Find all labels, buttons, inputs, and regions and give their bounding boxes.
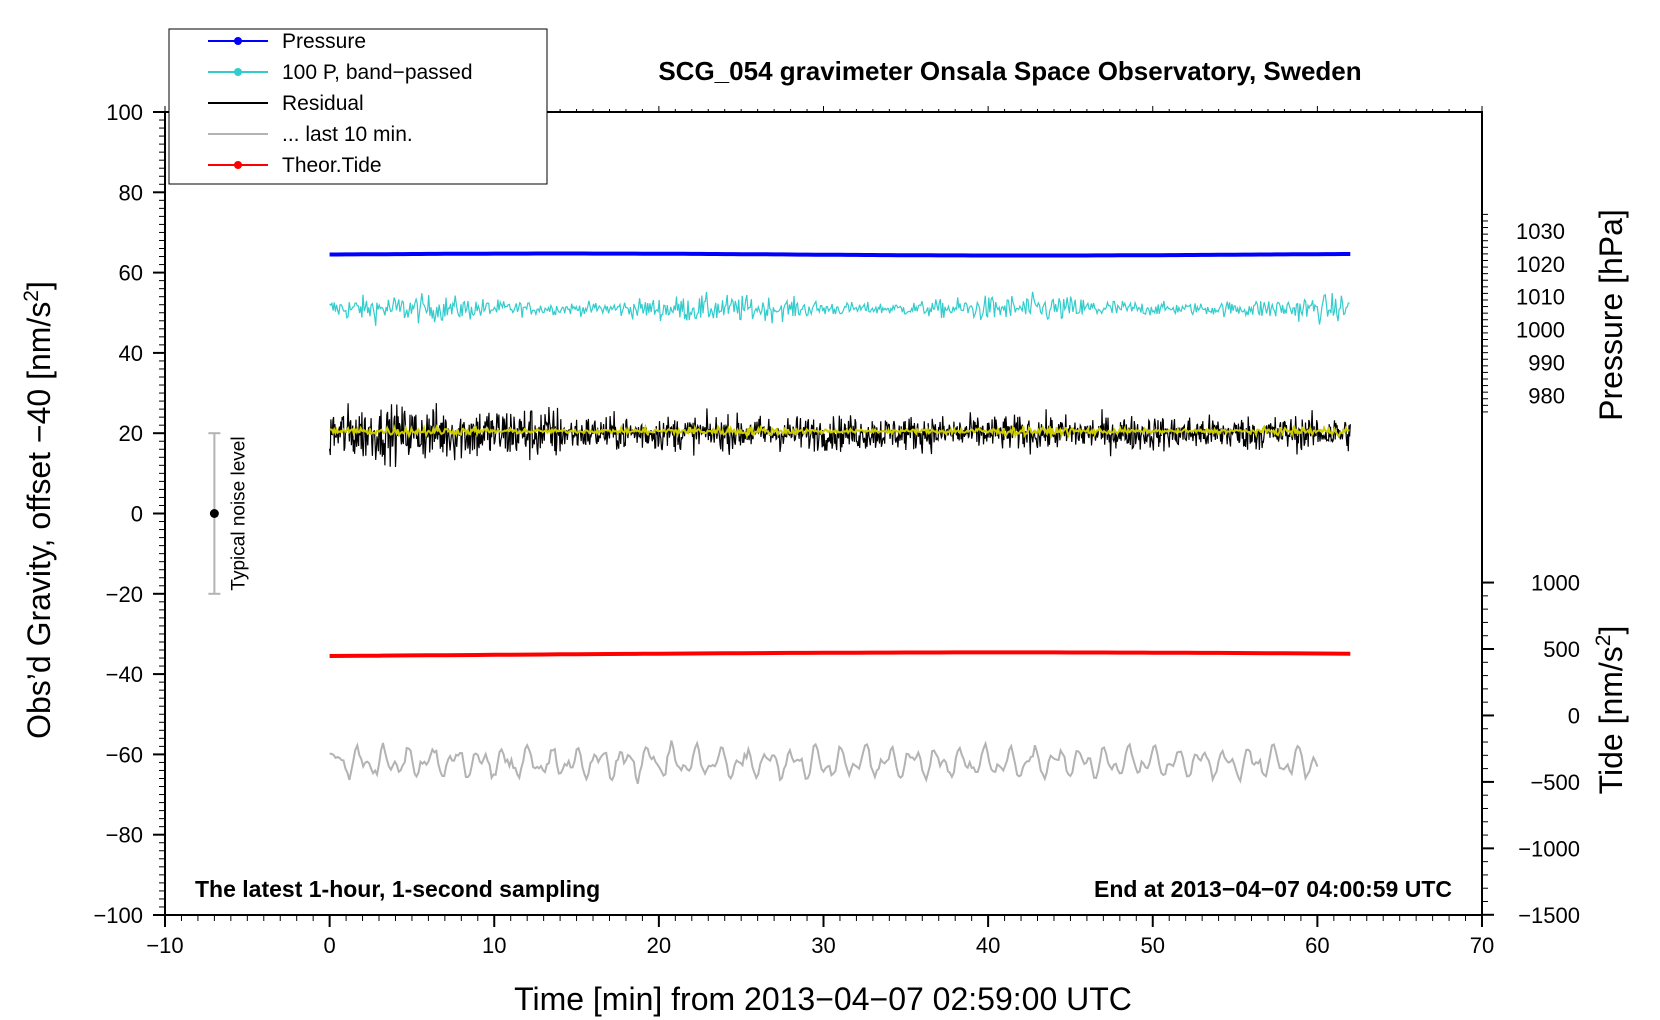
pressure-tick-labels: 980 990 1000 1010 1020 1030 (1516, 219, 1565, 409)
y-tick-label: −20 (106, 582, 143, 607)
noise-bar-center-dot (209, 509, 219, 518)
tide-tick-label: −1000 (1518, 836, 1580, 861)
y-tick-label: −60 (106, 742, 143, 767)
tide-tick-labels: −1500 −1000 −500 0 500 1000 (1518, 571, 1580, 928)
series-residual-smoothed-line (329, 423, 1350, 440)
y-axis-title-left-end: ] (21, 281, 57, 290)
y-tick-label: −40 (106, 662, 143, 687)
ticks-group (153, 106, 1494, 927)
x-tick-label: 50 (1141, 933, 1165, 958)
legend-label: Pressure (282, 30, 366, 53)
y-tick-labels: −100 −80 −60 −40 −20 0 20 40 60 80 100 (93, 100, 143, 928)
legend-swatch-marker (234, 37, 242, 45)
y-axis-title-left-sup: 2 (20, 290, 43, 302)
legend-label: ... last 10 min. (282, 123, 413, 146)
pressure-tick-label: 1010 (1516, 285, 1565, 310)
y-tick-label: −100 (93, 903, 143, 928)
tide-tick-label: 500 (1543, 637, 1580, 662)
tide-axis-title-sup: 2 (1592, 635, 1615, 647)
pressure-tick-label: 1000 (1516, 318, 1565, 343)
x-tick-label: 40 (976, 933, 1000, 958)
y-axis-title-left-main: Obs’d Gravity, offset −40 [nm/s (21, 302, 57, 739)
x-tick-label: −10 (146, 933, 183, 958)
tide-tick-label: −500 (1530, 770, 1580, 795)
legend-label: Residual (282, 92, 364, 115)
x-tick-label: 60 (1305, 933, 1329, 958)
annotation-sampling: The latest 1-hour, 1-second sampling (195, 876, 600, 902)
legend: Pressure 100 P, band−passed Residual ... la… (168, 28, 548, 185)
tide-tick-label: 0 (1568, 703, 1580, 728)
tide-axis-title-end: ] (1593, 626, 1629, 635)
legend-label: Theor.Tide (282, 154, 382, 177)
x-axis-title: Time [min] from 2013−04−07 02:59:00 UTC (514, 981, 1132, 1017)
series-last-10-min-line (329, 740, 1319, 784)
y-tick-label: 20 (119, 421, 143, 446)
y-tick-label: 60 (119, 261, 143, 286)
series-pressure-line (329, 251, 1351, 258)
series-group (329, 251, 1351, 784)
pressure-tick-label: 990 (1528, 351, 1565, 376)
noise-level-label: Typical noise level (228, 436, 249, 590)
pressure-tick-label: 1020 (1516, 252, 1565, 277)
y-tick-label: 40 (119, 341, 143, 366)
x-tick-labels: −10 0 10 20 30 40 50 60 70 (146, 933, 1494, 958)
y-tick-label: −80 (106, 823, 143, 848)
x-tick-label: 10 (482, 933, 506, 958)
series-tide-line (329, 650, 1351, 658)
legend-swatch-marker (234, 161, 242, 169)
x-tick-label: 70 (1470, 933, 1494, 958)
y-tick-label: 80 (119, 180, 143, 205)
tide-tick-label: 1000 (1531, 571, 1580, 596)
x-tick-label: 0 (324, 933, 336, 958)
pressure-axis-title: Pressure [hPa] (1593, 209, 1629, 421)
legend-box (168, 28, 548, 185)
pressure-tick-label: 980 (1528, 383, 1565, 408)
tide-axis-title: Tide [nm/s2] (1592, 626, 1629, 795)
y-axis-title-left: Obs’d Gravity, offset −40 [nm/s2] (20, 281, 57, 739)
legend-swatch-marker (234, 68, 242, 76)
tide-axis-title-main: Tide [nm/s (1593, 646, 1629, 794)
tide-tick-label: −1500 (1518, 903, 1580, 928)
x-tick-label: 30 (811, 933, 835, 958)
annotation-end-time: End at 2013−04−07 04:00:59 UTC (1094, 876, 1452, 902)
y-tick-label: 0 (131, 502, 143, 527)
legend-label: 100 P, band−passed (282, 61, 473, 84)
noise-indicator (208, 432, 221, 595)
x-tick-label: 20 (647, 933, 671, 958)
y-tick-label: 100 (106, 100, 143, 125)
chart-title: SCG_054 gravimeter Onsala Space Observat… (658, 56, 1361, 86)
pressure-tick-label: 1030 (1516, 219, 1565, 244)
series-band-passed-line (329, 291, 1350, 326)
